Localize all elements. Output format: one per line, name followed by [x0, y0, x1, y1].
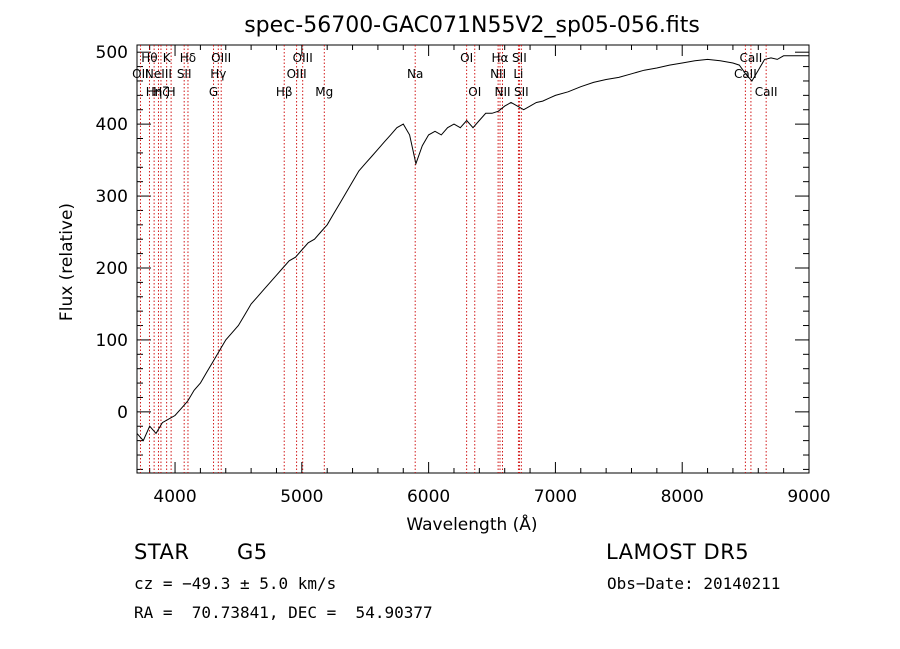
spectral-line-label: K [163, 51, 172, 65]
line-labels: OIIHθHηNeIIIHζKHSIIHδGHγOIIIHβOIIIOIIIMg… [132, 51, 777, 99]
line-markers [139, 45, 767, 473]
spectral-line-label: Hβ [276, 85, 293, 99]
spectral-line-label: Hζ [153, 85, 169, 99]
spectral-line-label: NII [495, 85, 511, 99]
x-tick-label: 7000 [534, 487, 577, 507]
spectral-line-label: OI [468, 85, 481, 99]
spectral-line-label: OIII [293, 51, 313, 65]
spectral-line-label: Hδ [180, 51, 196, 65]
spectral-line-label: Hη [146, 85, 163, 99]
spectral-line-label: CaII [740, 51, 763, 65]
spectral-line-label: SII [177, 67, 192, 81]
spectral-line-label: SII [514, 85, 529, 99]
x-tick-label: 8000 [661, 487, 704, 507]
redshift-velocity: cz = −49.3 ± 5.0 km/s [134, 574, 337, 593]
spectral-line-label: OI [460, 51, 473, 65]
spectral-line-label: NII [490, 67, 506, 81]
spectral-line-label: Hα [492, 51, 509, 65]
y-tick-label: 100 [96, 331, 128, 351]
spectral-line-label: SII [512, 51, 527, 65]
survey-name: LAMOST DR5 [606, 540, 750, 564]
spectral-line-label: Hθ [141, 51, 157, 65]
y-tick-label: 500 [96, 43, 128, 63]
y-tick-label: 0 [117, 403, 128, 423]
observation-date: Obs−Date: 20140211 [607, 574, 781, 593]
x-axis-label: Wavelength (Å) [406, 513, 537, 535]
spectral-line-label: OIII [287, 67, 307, 81]
spectral-line-label: NeIII [145, 67, 172, 81]
spectral-line-label: Na [407, 67, 423, 81]
plot-frame [136, 44, 810, 474]
y-tick-label: 400 [96, 115, 128, 135]
x-tick-label: 5000 [280, 487, 323, 507]
object-subclass: G5 [237, 540, 268, 564]
y-tick-label: 200 [96, 259, 128, 279]
spectral-line-label: OII [132, 67, 149, 81]
y-axis-label: Flux (relative) [57, 203, 77, 321]
spectral-line-label: CaII [755, 85, 778, 99]
spectral-line-label: H [167, 85, 176, 99]
plot-axes: 4000 5000 6000 7000 8000 9000 0 100 200 300 400 500 [96, 43, 831, 507]
x-tick-label: 4000 [153, 487, 196, 507]
spectrum-line [136, 55, 809, 442]
spectral-line-label: OIII [211, 51, 231, 65]
spectral-line-label: Hγ [210, 67, 226, 81]
x-tick-label: 9000 [787, 487, 830, 507]
spectral-line-label: G [209, 85, 218, 99]
spectral-line-label: Li [513, 67, 523, 81]
chart-title: spec-56700-GAC071N55V2_sp05-056.fits [244, 13, 700, 38]
coordinates: RA = 70.73841, DEC = 54.90377 [134, 603, 433, 622]
x-tick-label: 6000 [407, 487, 450, 507]
y-tick-label: 300 [96, 187, 128, 207]
object-class: STAR [134, 540, 190, 564]
spectral-line-label: Mg [315, 85, 333, 99]
